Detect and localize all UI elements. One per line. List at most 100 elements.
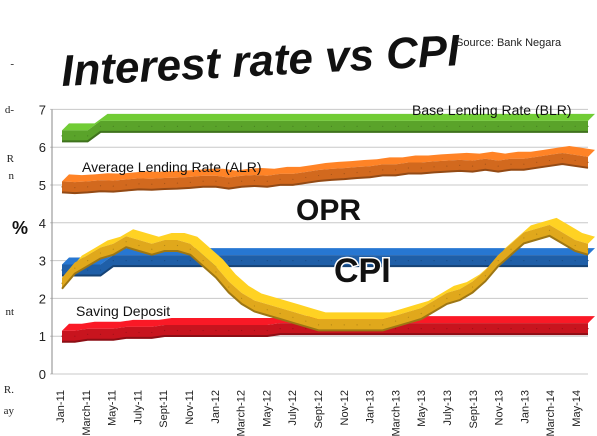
data-point-alr	[433, 166, 435, 168]
data-point-opr	[138, 260, 140, 262]
series-labels: Base Lending Rate (BLR) Average Lending R…	[76, 102, 572, 319]
data-point-opr	[61, 269, 63, 271]
data-point-alr	[497, 165, 499, 167]
data-point-alr	[382, 169, 384, 171]
data-point-saving	[420, 328, 422, 330]
data-point-alr	[484, 163, 486, 165]
edge-text-fragment: n	[8, 170, 15, 182]
y-tick-label: 3	[39, 254, 46, 269]
data-point-blr	[176, 125, 179, 128]
series-label-cpi: CPI	[334, 252, 391, 290]
series-ribbons	[61, 113, 595, 343]
data-point-alr	[420, 167, 422, 169]
edge-text-fragment: -	[10, 58, 14, 70]
x-tick-label: March-13	[390, 390, 402, 436]
data-point-opr	[382, 260, 384, 262]
data-point-blr	[317, 125, 320, 128]
series-blr-top	[62, 113, 595, 131]
data-point-saving	[125, 331, 127, 334]
data-point-cpi	[459, 294, 461, 296]
x-tick-label: July-11	[132, 390, 144, 425]
data-point-blr	[305, 125, 307, 128]
x-tick-label: May-12	[261, 390, 273, 427]
x-tick-label: Nov-12	[339, 390, 351, 425]
data-point-opr	[279, 260, 281, 262]
x-tick-label: March-11	[81, 390, 93, 436]
data-point-cpi	[574, 244, 576, 247]
data-point-alr	[189, 181, 191, 183]
series-cpi-edge	[61, 234, 589, 332]
data-point-saving	[510, 328, 512, 330]
data-point-saving	[215, 329, 217, 332]
data-point-alr	[587, 161, 589, 163]
y-tick-label: 6	[39, 140, 46, 155]
data-point-opr	[433, 260, 435, 262]
data-point-blr	[112, 125, 114, 128]
data-point-alr	[228, 182, 230, 184]
data-point-cpi	[587, 248, 589, 250]
y-tick-label: 5	[39, 178, 46, 193]
data-point-cpi	[510, 248, 512, 250]
x-tick-label: Sept-13	[468, 390, 480, 429]
data-point-alr	[138, 183, 140, 185]
data-point-cpi	[87, 260, 89, 262]
data-point-blr	[343, 125, 345, 128]
y-tick-label: 1	[39, 329, 46, 344]
axes: 0 1 2 3 4 5 6 7 Jan-11 March-11 May-11 July-11 Sept-…	[39, 102, 583, 436]
data-point-blr	[420, 125, 422, 128]
data-point-cpi	[484, 275, 486, 277]
data-point-opr	[151, 260, 153, 262]
data-point-alr	[241, 180, 243, 182]
data-point-alr	[266, 180, 268, 182]
data-point-opr	[548, 260, 551, 262]
data-point-blr	[394, 125, 397, 128]
data-point-cpi	[394, 320, 397, 322]
data-point-blr	[228, 125, 230, 128]
data-point-saving	[459, 328, 461, 330]
data-point-opr	[176, 260, 179, 262]
edge-text-fragment: nt	[5, 306, 14, 318]
series-opr-edge	[62, 265, 588, 277]
y-tick-label: 2	[39, 291, 46, 306]
data-point-blr	[382, 125, 384, 128]
edge-text-fragment: R	[6, 153, 14, 165]
data-point-alr	[87, 186, 89, 188]
data-point-saving	[574, 328, 576, 330]
x-tick-label: Sept-12	[313, 390, 325, 429]
x-tick-label: Jan-11	[55, 390, 67, 423]
data-point-blr	[471, 125, 474, 128]
data-point-alr	[112, 185, 114, 187]
data-point-opr	[407, 260, 409, 262]
data-point-saving	[164, 329, 166, 332]
data-point-blr	[61, 135, 63, 137]
data-point-opr	[330, 260, 333, 262]
data-point-opr	[523, 260, 525, 262]
data-point-saving	[99, 333, 102, 335]
data-point-cpi	[266, 309, 268, 311]
data-point-cpi	[523, 237, 525, 239]
data-point-saving	[433, 328, 435, 330]
data-point-blr	[587, 125, 589, 128]
data-point-saving	[536, 328, 538, 330]
data-point-cpi	[343, 324, 345, 326]
data-point-cpi	[317, 324, 320, 326]
data-point-opr	[510, 260, 512, 262]
data-point-saving	[407, 328, 409, 330]
data-point-saving	[292, 328, 294, 330]
data-point-blr	[484, 125, 486, 128]
data-point-blr	[292, 125, 294, 128]
data-point-blr	[125, 125, 127, 128]
data-point-saving	[138, 331, 140, 334]
data-point-saving	[176, 329, 179, 332]
series-alr-top	[62, 146, 595, 183]
data-point-saving	[228, 329, 230, 332]
data-point-opr	[317, 260, 320, 262]
series-saving-top	[62, 316, 595, 331]
data-point-cpi	[433, 305, 435, 307]
data-point-saving	[471, 328, 474, 330]
series-saving-ribbon	[62, 323, 588, 342]
data-point-cpi	[164, 244, 166, 247]
data-point-saving	[561, 328, 563, 330]
data-point-cpi	[407, 316, 409, 318]
data-point-blr	[536, 125, 538, 128]
